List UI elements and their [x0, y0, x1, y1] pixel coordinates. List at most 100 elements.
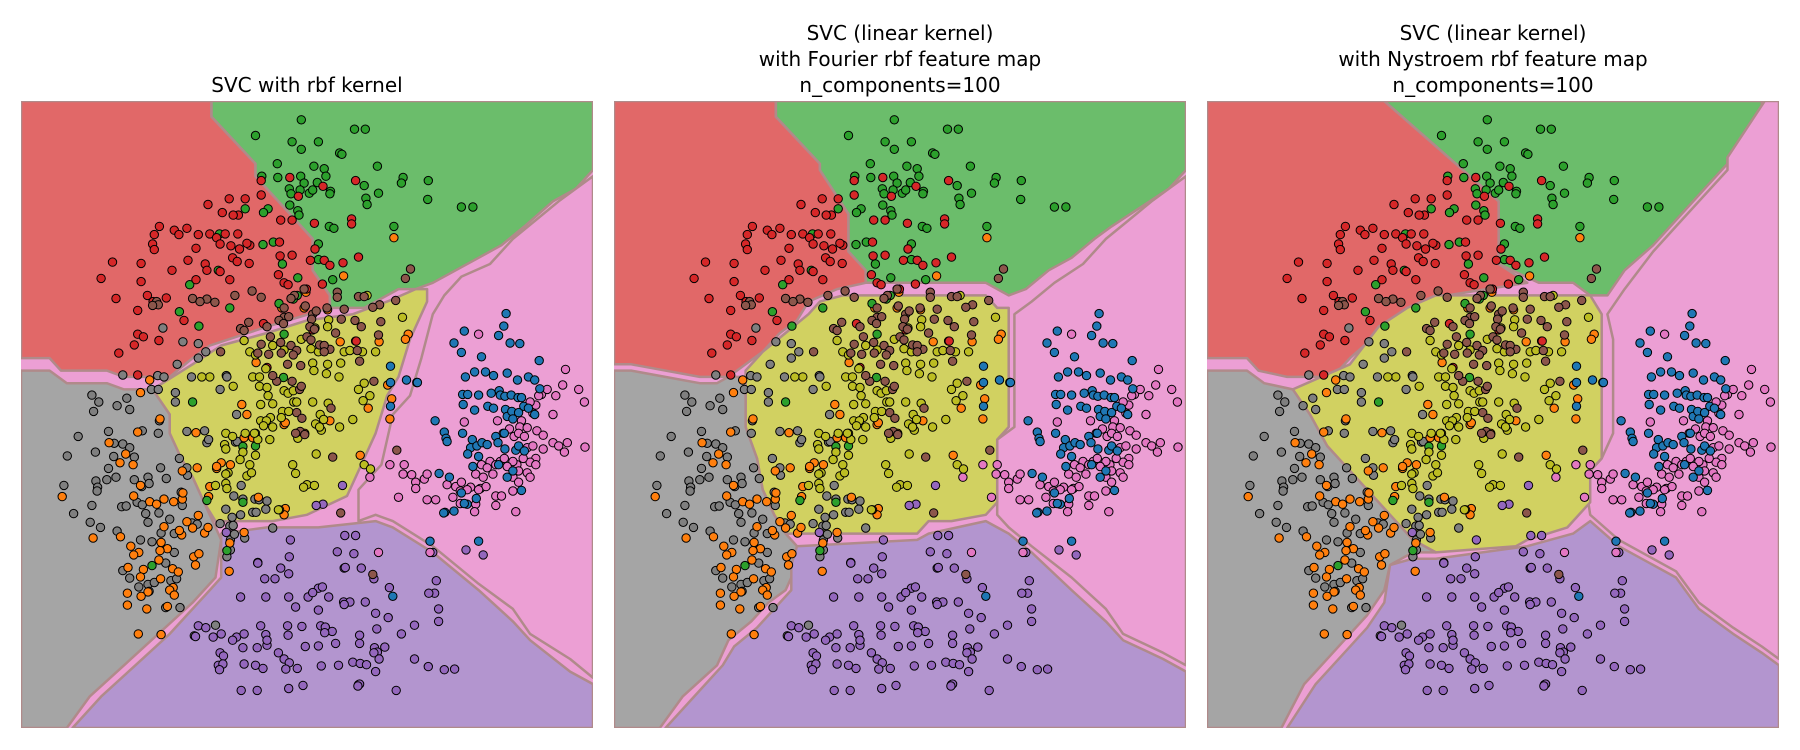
data-point-brown: [392, 445, 402, 455]
data-point-blue: [1659, 536, 1670, 546]
data-point-gray: [161, 473, 172, 484]
data-point-olive: [1431, 460, 1441, 470]
data-point-blue: [1064, 493, 1074, 504]
data-point-purple: [283, 630, 293, 640]
data-point-brown: [857, 349, 867, 360]
data-point-pink: [1551, 472, 1561, 482]
data-point-purple: [1400, 665, 1411, 675]
data-point-purple: [1503, 582, 1514, 592]
data-point-gray: [796, 434, 807, 445]
data-point-green: [329, 223, 339, 234]
data-point-purple: [1595, 620, 1606, 630]
data-point-olive: [222, 483, 232, 494]
data-point-orange: [253, 492, 264, 502]
data-point-olive: [885, 397, 895, 407]
data-point-blue: [1668, 439, 1678, 450]
data-point-red: [309, 218, 320, 229]
data-point-blue: [459, 326, 469, 336]
data-point-olive: [901, 397, 911, 407]
data-point-olive: [1444, 421, 1455, 431]
data-point-orange: [338, 271, 349, 281]
data-point-orange: [770, 466, 781, 476]
data-point-orange: [780, 523, 791, 533]
data-point-red: [902, 218, 913, 229]
data-point-purple: [1376, 631, 1387, 642]
data-point-red: [754, 293, 765, 303]
data-point-orange: [177, 466, 188, 476]
data-point-purple: [1566, 642, 1576, 652]
data-point-orange: [1378, 463, 1388, 473]
data-point-pink: [1579, 492, 1590, 502]
data-point-red: [1293, 257, 1304, 267]
data-point-red: [138, 332, 149, 342]
data-point-olive: [1484, 482, 1495, 492]
data-point-red: [729, 258, 739, 269]
data-point-olive: [927, 372, 937, 382]
data-point-red: [735, 290, 746, 301]
data-point-blue: [1685, 321, 1695, 331]
data-point-olive: [798, 372, 808, 382]
data-point-pink: [522, 423, 532, 433]
data-point-green: [1373, 397, 1384, 407]
data-point-orange: [1389, 522, 1399, 533]
data-point-red: [1315, 340, 1326, 350]
data-point-pink: [1172, 397, 1183, 407]
data-point-green: [1546, 124, 1556, 134]
data-point-red: [1403, 207, 1414, 218]
data-point-orange: [242, 409, 252, 420]
data-point-pink: [1765, 397, 1776, 407]
data-point-blue: [500, 444, 510, 454]
data-point-orange: [832, 527, 842, 538]
data-point-red: [772, 315, 782, 326]
data-point-pink: [554, 441, 564, 451]
data-point-green: [238, 497, 248, 507]
data-point-olive: [1408, 483, 1418, 494]
data-point-blue: [1659, 390, 1670, 400]
data-point-pink: [1104, 507, 1114, 517]
data-point-olive: [1478, 397, 1488, 407]
data-point-orange: [224, 566, 234, 576]
data-point-gray: [135, 535, 146, 545]
data-point-pink: [986, 492, 997, 502]
data-point-purple: [1394, 632, 1404, 642]
data-point-green: [328, 275, 338, 285]
data-point-purple: [1467, 664, 1477, 674]
data-point-orange: [1368, 517, 1378, 527]
data-point-olive: [1545, 460, 1555, 470]
data-point-blue: [1073, 367, 1084, 377]
data-point-orange: [169, 590, 180, 600]
data-point-gray: [1356, 397, 1367, 407]
data-point-olive: [902, 480, 913, 491]
data-point-green: [795, 495, 805, 506]
data-point-pink: [1125, 426, 1135, 436]
data-point-pink: [1737, 391, 1747, 401]
data-point-orange: [1341, 574, 1352, 584]
data-point-pink: [1677, 500, 1687, 511]
data-point-red: [1379, 229, 1390, 240]
data-point-olive: [1440, 381, 1451, 391]
data-point-purple: [877, 683, 887, 694]
data-point-pink: [1167, 384, 1177, 395]
data-point-blue: [1679, 438, 1689, 448]
data-point-blue: [468, 461, 478, 472]
data-point-orange: [1586, 334, 1597, 345]
data-point-orange: [178, 488, 188, 498]
data-point-purple: [906, 605, 917, 615]
data-point-gray: [215, 518, 225, 529]
data-point-olive: [1448, 382, 1458, 393]
data-point-brown: [1485, 284, 1495, 294]
data-point-purple: [383, 612, 393, 623]
data-point-orange: [123, 562, 133, 573]
data-point-purple: [1647, 545, 1657, 555]
data-point-brown: [993, 273, 1004, 284]
data-point-blue: [1691, 338, 1701, 348]
data-point-purple: [954, 660, 965, 670]
data-point-green: [1485, 178, 1495, 188]
data-point-blue: [1686, 444, 1696, 454]
data-point-brown: [1522, 314, 1532, 324]
data-point-brown: [286, 293, 296, 304]
data-point-blue: [1056, 449, 1066, 459]
data-point-blue: [1108, 338, 1118, 349]
data-point-gray: [1345, 372, 1355, 382]
data-point-purple: [877, 552, 887, 562]
